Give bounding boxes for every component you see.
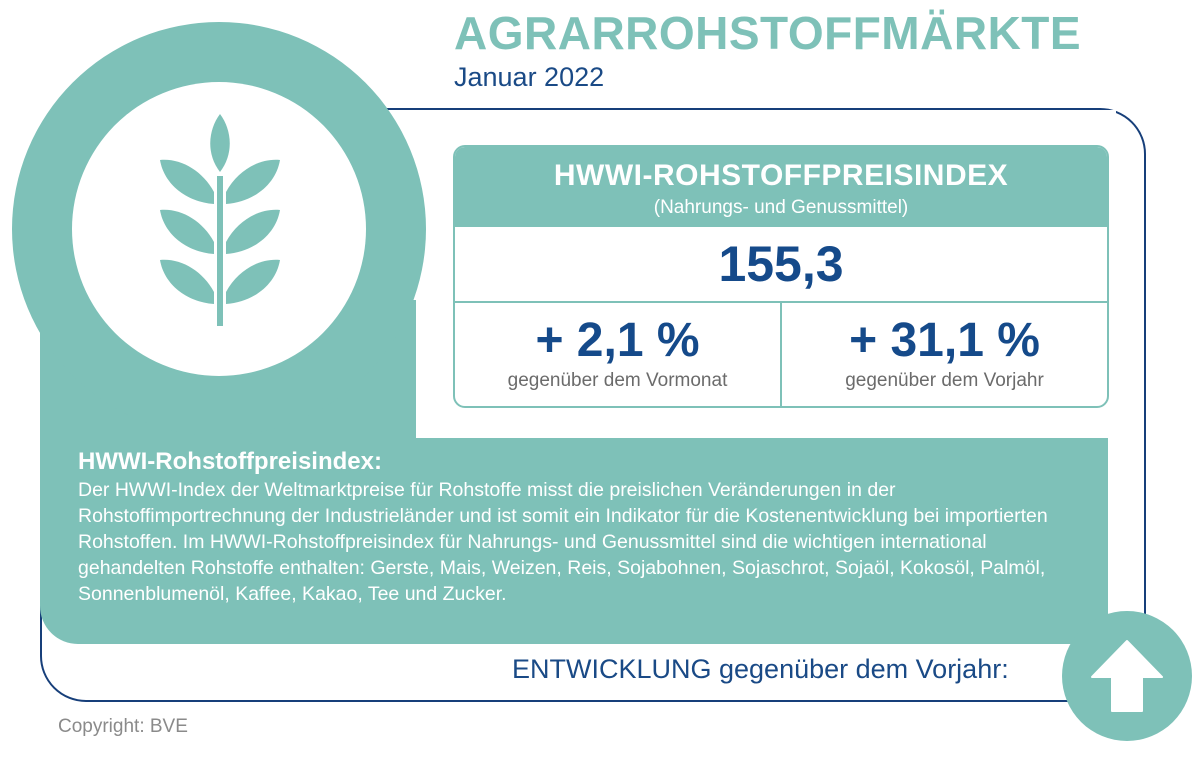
page-subtitle: Januar 2022 bbox=[454, 62, 605, 92]
description-panel bbox=[40, 438, 1108, 644]
page-title: AGRARROHSTOFFMÄRKTE bbox=[454, 7, 1082, 59]
trend-indicator bbox=[1062, 611, 1192, 741]
index-box: HWWI-ROHSTOFFPREISINDEX (Nahrungs- und G… bbox=[453, 145, 1109, 408]
index-title: HWWI-ROHSTOFFPREISINDEX bbox=[553, 159, 1009, 192]
wheat-icon bbox=[150, 110, 290, 340]
monthly-change-label: gegenüber dem Vormonat bbox=[507, 370, 728, 391]
monthly-change-cell: + 2,1 % gegenüber dem Vormonat bbox=[455, 303, 780, 406]
yearly-change-value: + 31,1 % bbox=[849, 314, 1040, 367]
copyright: Copyright: BVE bbox=[58, 716, 188, 737]
divider bbox=[780, 301, 782, 406]
description-title: HWWI-Rohstoffpreisindex: bbox=[78, 448, 382, 475]
yearly-change-cell: + 31,1 % gegenüber dem Vorjahr bbox=[782, 303, 1107, 406]
arrow-up-icon bbox=[1091, 640, 1163, 712]
index-value: 155,3 bbox=[718, 236, 844, 292]
monthly-change-value: + 2,1 % bbox=[535, 314, 700, 367]
trend-label: ENTWICKLUNG gegenüber dem Vorjahr: bbox=[512, 654, 1009, 684]
description-text: Der HWWI-Index der Weltmarktpreise für R… bbox=[78, 479, 1048, 605]
index-subtitle: (Nahrungs- und Genussmittel) bbox=[653, 197, 909, 218]
yearly-change-label: gegenüber dem Vorjahr bbox=[845, 370, 1044, 391]
index-header: HWWI-ROHSTOFFPREISINDEX (Nahrungs- und G… bbox=[455, 147, 1107, 227]
